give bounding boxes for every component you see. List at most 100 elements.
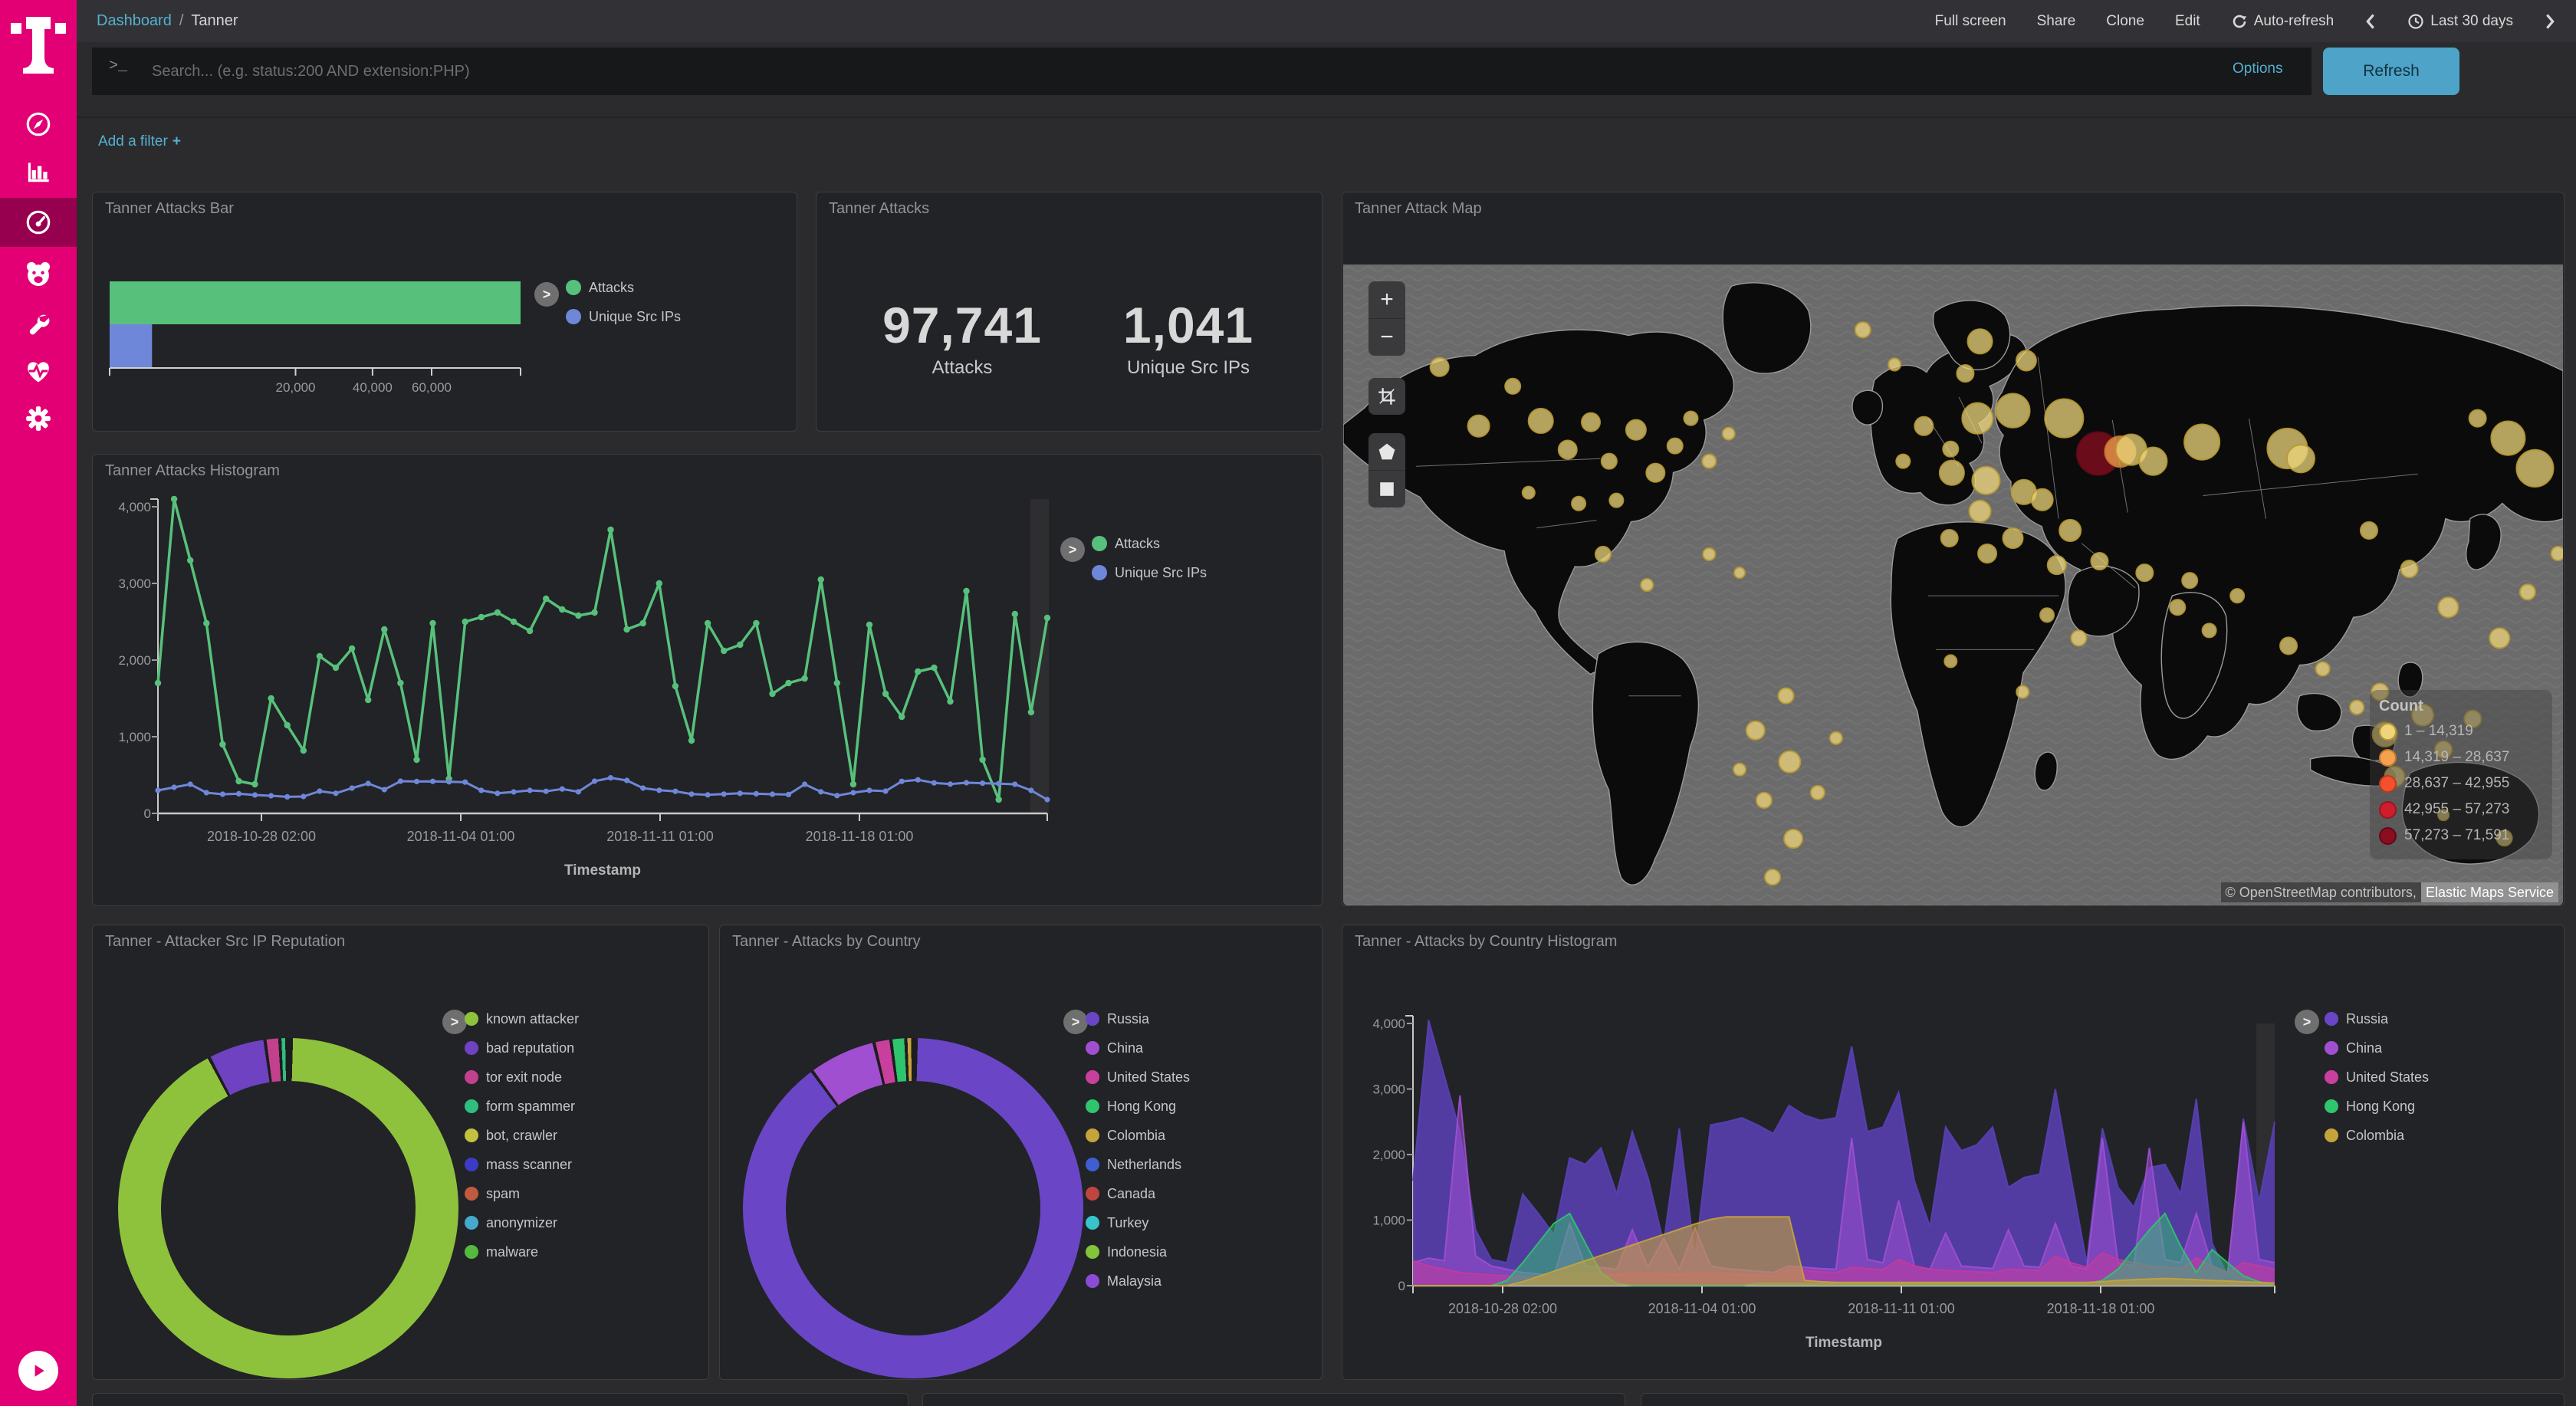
attack-location-circle[interactable] (2201, 623, 2217, 639)
legend-item[interactable]: mass scanner (465, 1155, 579, 1174)
auto-refresh-button[interactable]: Auto-refresh (2231, 13, 2334, 30)
legend-item[interactable]: Hong Kong (1086, 1097, 1190, 1115)
attack-location-circle[interactable] (2039, 607, 2055, 623)
legend-item[interactable]: known attacker (465, 1010, 579, 1028)
attack-location-circle[interactable] (1971, 465, 2001, 495)
attacks-bar-chart[interactable]: 20,000 40,000 60,000 (93, 192, 797, 431)
fit-data-bounds-button[interactable] (1368, 378, 1405, 415)
legend-item[interactable]: Russia (2325, 1010, 2429, 1028)
attack-location-circle[interactable] (1995, 393, 2031, 429)
attack-location-circle[interactable] (2044, 398, 2085, 439)
attack-location-circle[interactable] (1956, 364, 1975, 383)
attack-location-circle[interactable] (2279, 636, 2298, 655)
attack-location-circle[interactable] (2490, 420, 2526, 456)
attack-location-circle[interactable] (1977, 543, 1998, 564)
legend-item[interactable]: Canada (1086, 1184, 1190, 1203)
attack-location-circle[interactable] (1763, 869, 1782, 886)
attack-location-circle[interactable] (2016, 685, 2030, 699)
clone-button[interactable]: Clone (2106, 12, 2144, 29)
legend-item[interactable]: form spammer (465, 1097, 579, 1115)
legend-item[interactable]: Unique Src IPs (566, 307, 681, 326)
legend-item[interactable]: bad reputation (465, 1039, 579, 1057)
time-forward-button[interactable] (2544, 13, 2556, 30)
attack-location-circle[interactable] (1777, 687, 1795, 705)
attack-location-circle[interactable] (2169, 599, 2187, 616)
sidebar-item-management[interactable] (0, 394, 77, 443)
attack-location-circle[interactable] (2070, 629, 2088, 647)
attack-location-circle[interactable] (1968, 499, 1992, 523)
attack-location-circle[interactable] (2489, 627, 2511, 649)
legend-toggle-button[interactable]: > (1063, 1010, 1088, 1034)
zoom-out-button[interactable]: − (1368, 319, 1405, 356)
collapse-nav-button[interactable] (18, 1351, 58, 1391)
elastic-maps-attribution[interactable]: Elastic Maps Service (2420, 882, 2558, 902)
attack-location-circle[interactable] (2229, 588, 2246, 604)
attack-location-circle[interactable] (2359, 521, 2378, 540)
draw-rectangle-button[interactable] (1368, 471, 1405, 508)
country-donut-chart[interactable] (743, 1038, 1083, 1378)
search-input[interactable] (92, 48, 2312, 95)
country-area-chart[interactable]: 0 1,000 2,000 3,000 4,000 2018-10-28 02:00 201… (1342, 925, 2564, 1379)
attack-location-circle[interactable] (1745, 720, 1766, 741)
attack-location-circle[interactable] (1666, 437, 1684, 455)
attack-location-circle[interactable] (2181, 572, 2199, 590)
legend-item[interactable]: Indonesia (1086, 1243, 1190, 1261)
edit-button[interactable]: Edit (2174, 12, 2200, 29)
legend-toggle-button[interactable]: > (2295, 1010, 2319, 1034)
sidebar-item-dashboard[interactable] (0, 198, 77, 247)
time-back-button[interactable] (2364, 13, 2377, 30)
attack-location-circle[interactable] (2090, 551, 2109, 571)
legend-item[interactable]: Turkey (1086, 1214, 1190, 1232)
sidebar-item-honeypot[interactable] (0, 250, 77, 299)
legend-item[interactable]: United States (2325, 1068, 2429, 1086)
attack-location-circle[interactable] (1938, 459, 1965, 486)
attack-location-circle[interactable] (2496, 829, 2513, 847)
attack-location-circle[interactable] (1783, 829, 1804, 849)
attack-location-circle[interactable] (2463, 709, 2482, 728)
attack-location-circle[interactable] (1778, 750, 1802, 774)
attack-location-circle[interactable] (1829, 731, 1843, 745)
legend-toggle-button[interactable]: > (1060, 537, 1085, 562)
attack-location-circle[interactable] (1504, 377, 1522, 395)
attack-location-circle[interactable] (2411, 703, 2435, 727)
attack-location-circle[interactable] (1521, 485, 1536, 500)
attack-location-circle[interactable] (1733, 762, 1747, 777)
legend-item[interactable]: Unique Src IPs (1092, 563, 1207, 582)
attack-location-circles[interactable] (1371, 321, 2563, 886)
legend-item[interactable]: Colombia (2325, 1126, 2429, 1145)
legend-item[interactable]: tor exit node (465, 1068, 579, 1086)
attack-location-circle[interactable] (1600, 452, 1618, 470)
attack-location-circle[interactable] (1967, 328, 1993, 355)
attack-location-circle[interactable] (1557, 439, 1578, 460)
attack-location-circle[interactable] (1580, 412, 1602, 432)
sidebar-item-monitoring[interactable] (0, 347, 77, 396)
legend-item[interactable]: Netherlands (1086, 1155, 1190, 1174)
attack-location-circle[interactable] (1645, 462, 1666, 483)
attack-location-circle[interactable] (2285, 444, 2315, 474)
attack-location-circle[interactable] (2183, 423, 2221, 461)
legend-item[interactable]: Colombia (1086, 1126, 1190, 1145)
attack-location-circle[interactable] (2058, 518, 2082, 543)
attack-location-circle[interactable] (1594, 545, 1612, 563)
attack-location-circle[interactable] (1702, 547, 1717, 561)
reputation-donut-chart[interactable] (118, 1038, 458, 1378)
sidebar-item-discover[interactable] (0, 100, 77, 149)
attack-location-circle[interactable] (1940, 528, 1959, 548)
attack-location-circle[interactable] (1944, 654, 1958, 669)
legend-toggle-button[interactable]: > (534, 282, 559, 307)
attack-location-circle[interactable] (2468, 409, 2487, 428)
attack-location-circle[interactable] (1888, 357, 1902, 372)
world-map[interactable]: + − (1343, 264, 2563, 905)
legend-item[interactable]: spam (465, 1184, 579, 1203)
attack-location-circle[interactable] (1854, 321, 1871, 339)
legend-item[interactable]: Attacks (566, 278, 681, 297)
time-range-button[interactable]: Last 30 days (2407, 13, 2513, 30)
refresh-button[interactable]: Refresh (2323, 48, 2459, 95)
attack-location-circle[interactable] (1640, 577, 1654, 593)
attack-location-circle[interactable] (1942, 440, 1960, 458)
attack-location-circle[interactable] (1429, 356, 1450, 377)
legend-toggle-button[interactable]: > (442, 1010, 467, 1034)
attack-location-circle[interactable] (2046, 555, 2067, 576)
attack-location-circle[interactable] (2518, 583, 2536, 601)
legend-item[interactable]: Attacks (1092, 534, 1207, 553)
